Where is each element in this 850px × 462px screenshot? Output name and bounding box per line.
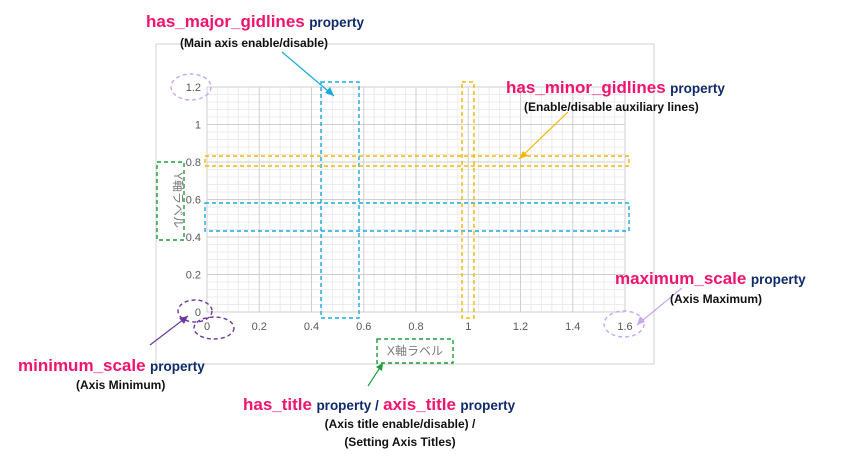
minimum-scale-property-name: minimum_scale	[18, 356, 146, 375]
maximum-x-marker	[603, 310, 645, 338]
minor-gridline-horizontal-highlight	[204, 155, 630, 167]
x-tick-label: 0.4	[304, 321, 319, 333]
x-tick-label: 0.2	[252, 321, 267, 333]
minimum-scale-description: (Axis Minimum)	[76, 378, 166, 392]
y-tick-label: 1.2	[186, 82, 201, 94]
minimum-scale-annotation: minimum_scale property	[18, 357, 205, 375]
major-gridlines	[206, 86, 626, 313]
title-description-1: (Axis title enable/disable) /	[324, 417, 476, 431]
maximum-scale-property-name: maximum_scale	[615, 269, 747, 288]
maximum-scale-property-suffix: property	[750, 272, 806, 287]
title-annotation: has_title property / axis_title property	[243, 396, 515, 414]
maximum-scale-arrowhead	[637, 316, 645, 325]
minimum-x-marker	[193, 316, 235, 340]
major-gridlines-arrow	[281, 51, 335, 97]
x-tick-label: 1	[465, 321, 471, 333]
y-tick-labels: 0 0.2 0.4 0.6 0.8 1 1.2	[186, 82, 201, 319]
y-axis-title-highlight	[156, 161, 185, 241]
minimum-y-marker	[177, 299, 213, 323]
x-tick-labels: 0 0.2 0.4 0.6 0.8 1 1.2 1.4 1.6	[204, 321, 633, 333]
maximum-scale-arrow	[636, 287, 683, 326]
major-gridline-horizontal-highlight	[204, 202, 630, 232]
minimum-scale-property-suffix: property	[150, 359, 205, 374]
has-title-property-suffix: property /	[316, 398, 379, 413]
minor-gridlines-property-suffix: property	[670, 81, 725, 96]
major-gridlines-arrowhead	[325, 87, 334, 96]
major-gridline-vertical-highlight	[320, 81, 360, 319]
maximum-y-marker	[170, 73, 212, 101]
minor-gridline-vertical-highlight	[461, 81, 475, 319]
y-tick-label: 1	[195, 120, 201, 132]
minor-gridlines-annotation: has_minor_gidlines property	[506, 79, 725, 97]
chart-area	[155, 43, 655, 365]
minimum-scale-arrowhead	[179, 316, 188, 324]
x-tick-label: 0.6	[356, 321, 371, 333]
y-tick-label: 0	[195, 307, 201, 319]
x-tick-label: 1.6	[617, 321, 632, 333]
x-axis-title-highlight	[376, 338, 454, 364]
minor-gridlines-arrowhead	[519, 151, 528, 159]
major-gridlines-property-name: has_major_gidlines	[146, 12, 305, 31]
axis-title-property-name: axis_title	[383, 395, 456, 414]
has-title-property-name: has_title	[243, 395, 312, 414]
y-tick-label: 0.2	[186, 270, 201, 282]
x-tick-label: 0.8	[408, 321, 423, 333]
x-tick-label: 1.4	[565, 321, 580, 333]
title-arrowhead	[376, 363, 383, 371]
x-tick-label: 0	[204, 321, 210, 333]
maximum-scale-description: (Axis Maximum)	[670, 292, 763, 306]
x-tick-label: 1.2	[513, 321, 528, 333]
title-description-2: (Setting Axis Titles)	[344, 435, 456, 449]
y-axis-title: Y軸ラベル	[171, 172, 185, 228]
axis-title-property-suffix: property	[460, 398, 516, 413]
minor-gridlines-property-name: has_minor_gidlines	[506, 78, 666, 97]
maximum-scale-annotation: maximum_scale property	[615, 270, 806, 288]
y-tick-label: 0.8	[186, 157, 201, 169]
x-axis-title: X軸ラベル	[387, 344, 443, 358]
major-gridlines-description: (Main axis enable/disable)	[180, 36, 329, 50]
minor-gridlines-arrow	[518, 111, 569, 160]
minor-gridlines-description: (Enable/disable auxiliary lines)	[524, 100, 699, 114]
major-gridlines-property-suffix: property	[309, 15, 364, 30]
y-tick-label: 0.4	[186, 232, 201, 244]
major-gridlines-annotation: has_major_gidlines property	[146, 13, 364, 31]
y-tick-label: 0.6	[186, 195, 201, 207]
